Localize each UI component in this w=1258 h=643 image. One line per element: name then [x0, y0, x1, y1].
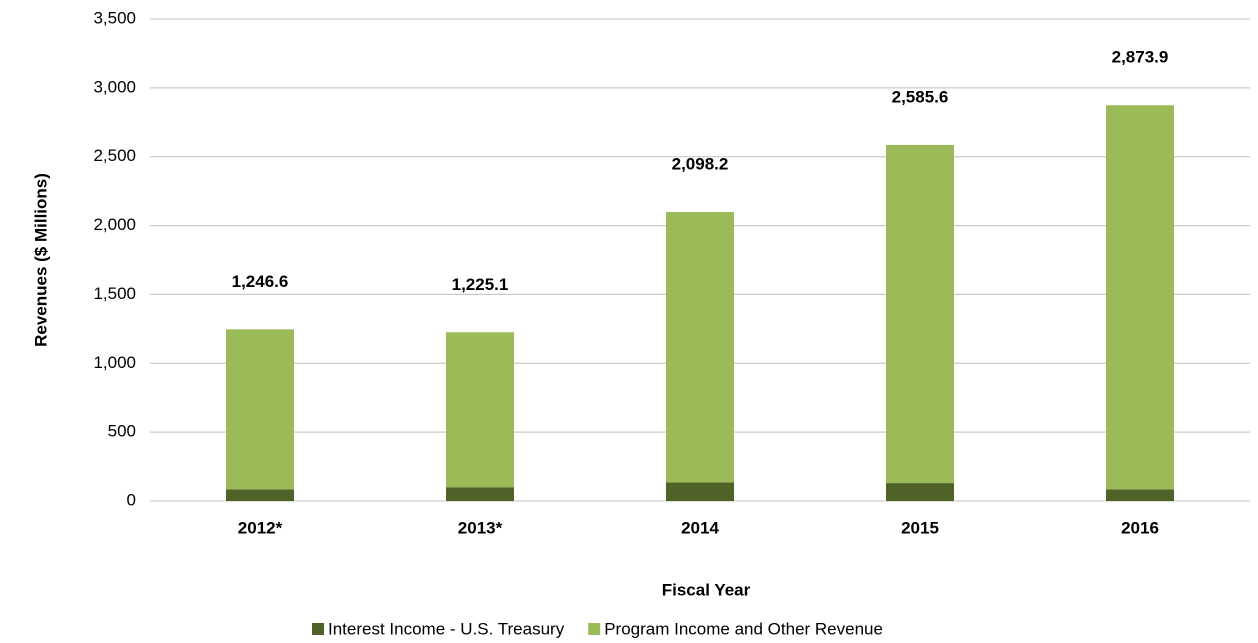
total-label: 1,225.1: [452, 275, 509, 294]
y-tick-label: 3,000: [93, 77, 136, 96]
y-tick-label: 1,500: [93, 284, 136, 303]
bar-segment: [886, 144, 954, 484]
total-label: 1,246.6: [232, 272, 289, 291]
bar-segment: [886, 483, 954, 501]
y-tick-label: 2,500: [93, 146, 136, 165]
x-tick-label: 2014: [681, 518, 719, 537]
legend-swatch: [588, 623, 601, 635]
x-tick-label: 2013*: [458, 518, 503, 537]
bar-segment: [226, 489, 294, 501]
x-tick-label: 2016: [1121, 518, 1159, 537]
legend-label: Program Income and Other Revenue: [604, 619, 883, 638]
y-axis-title: Revenues ($ Millions): [31, 173, 50, 347]
y-tick-label: 500: [108, 422, 136, 441]
total-label: 2,098.2: [672, 155, 729, 174]
x-tick-label: 2015: [901, 518, 939, 537]
bar-segment: [666, 482, 734, 501]
bar-segment: [1106, 105, 1174, 490]
bar-segment: [666, 212, 734, 483]
y-tick-label: 3,500: [93, 8, 136, 27]
total-label: 2,873.9: [1112, 48, 1169, 67]
legend-swatch: [312, 623, 324, 635]
bar-segment: [446, 332, 514, 488]
x-tick-label: 2012*: [238, 518, 283, 537]
y-tick-label: 2,000: [93, 215, 136, 234]
total-label: 2,585.6: [892, 87, 949, 106]
bar-segment: [1106, 489, 1174, 501]
y-tick-label: 0: [127, 490, 136, 509]
y-tick-label: 1,000: [93, 353, 136, 372]
legend-label: Interest Income - U.S. Treasury: [328, 619, 565, 638]
bar-segment: [446, 487, 514, 501]
bar-segment: [226, 329, 294, 490]
x-axis-title: Fiscal Year: [662, 580, 751, 599]
